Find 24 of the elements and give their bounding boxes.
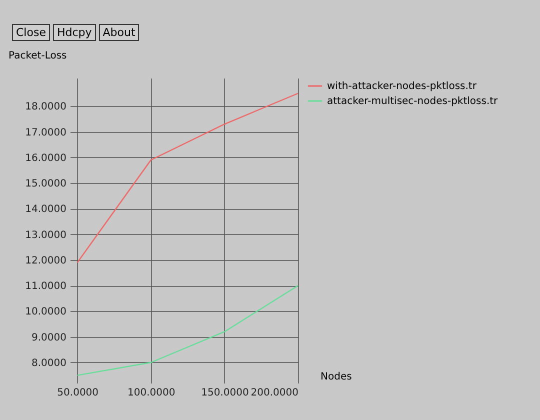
line-series xyxy=(76,285,299,376)
y-tick-label: 10.0000 xyxy=(25,306,66,318)
y-axis-title: Packet-Loss xyxy=(8,50,67,62)
y-tick-label: 8.0000 xyxy=(32,358,66,369)
y-tick-label: 18.0000 xyxy=(25,102,66,113)
y-tick-label: 15.0000 xyxy=(25,178,66,190)
text: About xyxy=(98,24,140,41)
legend-label: attacker-multisec-nodes-pktloss.tr xyxy=(327,96,499,107)
y-tick-label: 14.0000 xyxy=(25,204,66,216)
legend-label: with-attacker-nodes-pktloss.tr xyxy=(327,81,478,92)
x-tick-label: 150.0000 xyxy=(201,388,249,398)
line-series xyxy=(76,92,299,264)
text: Close xyxy=(12,24,50,41)
y-tick-label: 9.0000 xyxy=(32,332,66,344)
x-tick-label: 50.0000 xyxy=(57,388,99,398)
y-tick-label: 16.0000 xyxy=(25,152,66,164)
x-tick-label: 100.0000 xyxy=(128,388,176,398)
y-tick-label: 13.0000 xyxy=(25,230,66,241)
x-tick-label: 200.0000 xyxy=(250,388,298,398)
y-tick-label: 12.0000 xyxy=(25,255,66,266)
x-axis-title: Nodes xyxy=(320,372,352,382)
y-tick-label: 11.0000 xyxy=(25,281,66,292)
y-tick-label: 17.0000 xyxy=(25,127,66,138)
text: Hdcpy xyxy=(52,24,96,41)
